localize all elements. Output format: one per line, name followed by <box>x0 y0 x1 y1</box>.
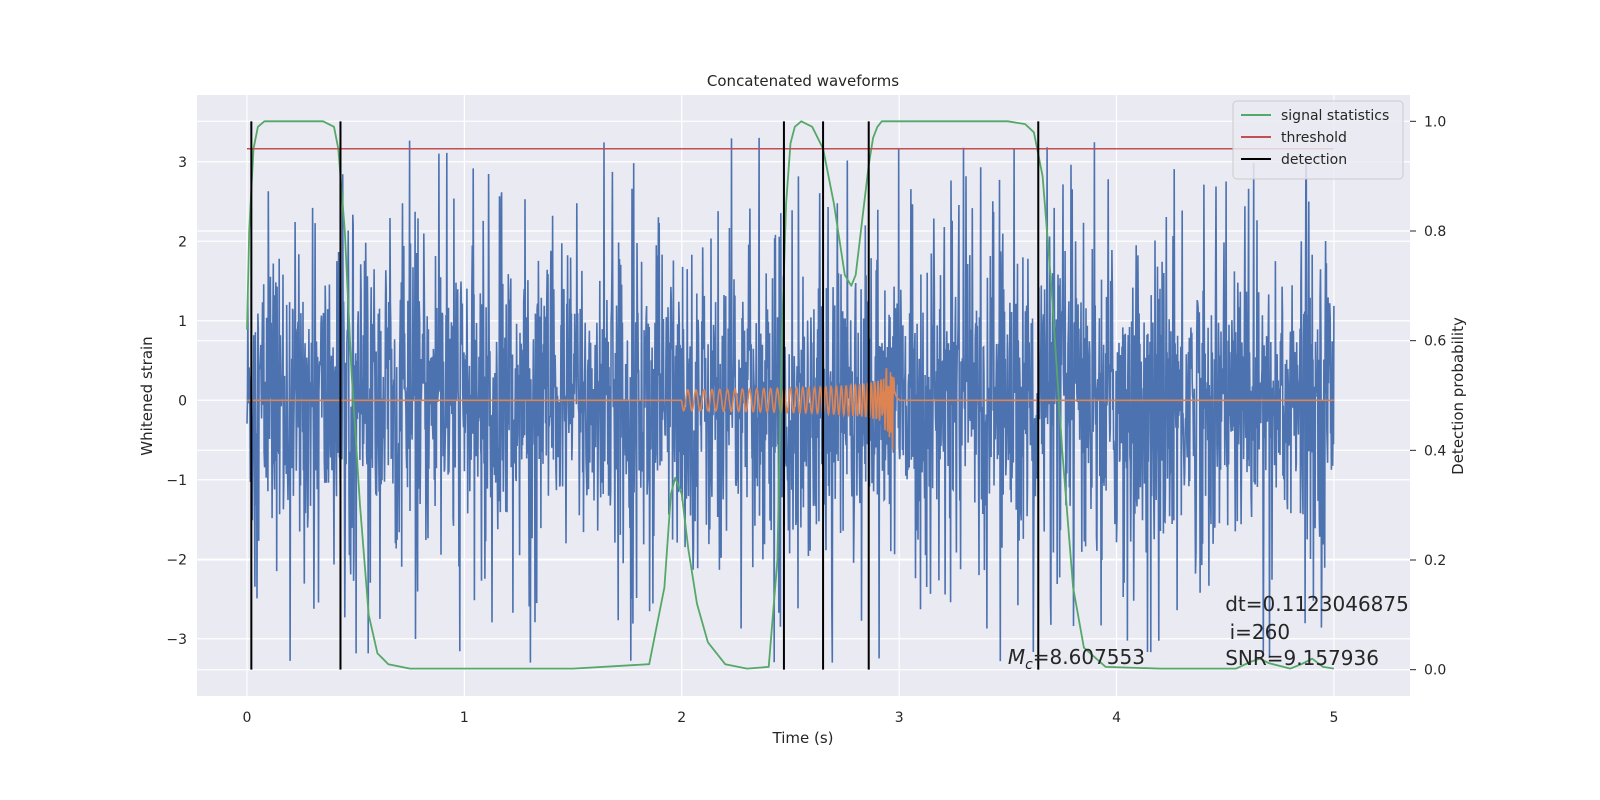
legend-label: threshold <box>1281 130 1347 146</box>
x-tick-label: 4 <box>1112 710 1121 726</box>
tick-labels: 0 1 2 3 4 5 −3 −2 −1 0 1 2 3 0.0 0.2 0.4 0.6 0.8 1.0 <box>166 114 1446 726</box>
chart-title: Concatenated waveforms <box>707 72 899 90</box>
y2-tick-label: 0.4 <box>1424 443 1446 459</box>
noise-series <box>246 137 1335 663</box>
legend-label: signal statistics <box>1281 108 1389 124</box>
y2-axis-label: Detection probability <box>1449 317 1467 475</box>
y2-tick-label: 0.8 <box>1424 224 1446 240</box>
annotation-text: i=260 <box>1230 620 1291 644</box>
x-tick-label: 3 <box>895 710 904 726</box>
y2-tick-label: 1.0 <box>1424 114 1446 130</box>
y-tick-label: 1 <box>178 314 187 330</box>
y-tick-label: −2 <box>166 552 187 568</box>
y2-tick-label: 0.2 <box>1424 553 1446 569</box>
y-tick-label: −1 <box>166 473 187 489</box>
chirp-line <box>247 367 1334 450</box>
legend-label: detection <box>1281 152 1347 168</box>
annotation-text: dt=0.1123046875 <box>1225 592 1409 616</box>
x-tick-label: 1 <box>460 710 469 726</box>
x-tick-label: 5 <box>1329 710 1338 726</box>
chirp-series <box>247 367 1334 450</box>
x-tick-label: 2 <box>677 710 686 726</box>
y-tick-label: 2 <box>178 234 187 250</box>
x-tick-label: 0 <box>243 710 252 726</box>
detection-lines <box>250 121 1040 670</box>
y2-tick-label: 0.6 <box>1424 334 1446 350</box>
signal-statistics-series <box>246 120 1335 670</box>
legend: signal statistics threshold detection <box>1232 100 1404 180</box>
y-tick-label: 3 <box>178 155 187 171</box>
signal-statistics-line <box>246 120 1335 670</box>
legend-box <box>1232 100 1404 180</box>
y2-tick-label: 0.0 <box>1424 663 1446 679</box>
annotation-text: SNR=9.157936 <box>1225 646 1379 670</box>
x-axis-label: Time (s) <box>772 729 834 747</box>
annotation-text: Mc=8.607553 <box>1008 645 1145 673</box>
y-tick-label: −3 <box>166 632 187 648</box>
noise-line <box>246 137 1335 663</box>
y-tick-label: 0 <box>178 393 187 409</box>
y-axis-label: Whitened strain <box>138 336 156 455</box>
